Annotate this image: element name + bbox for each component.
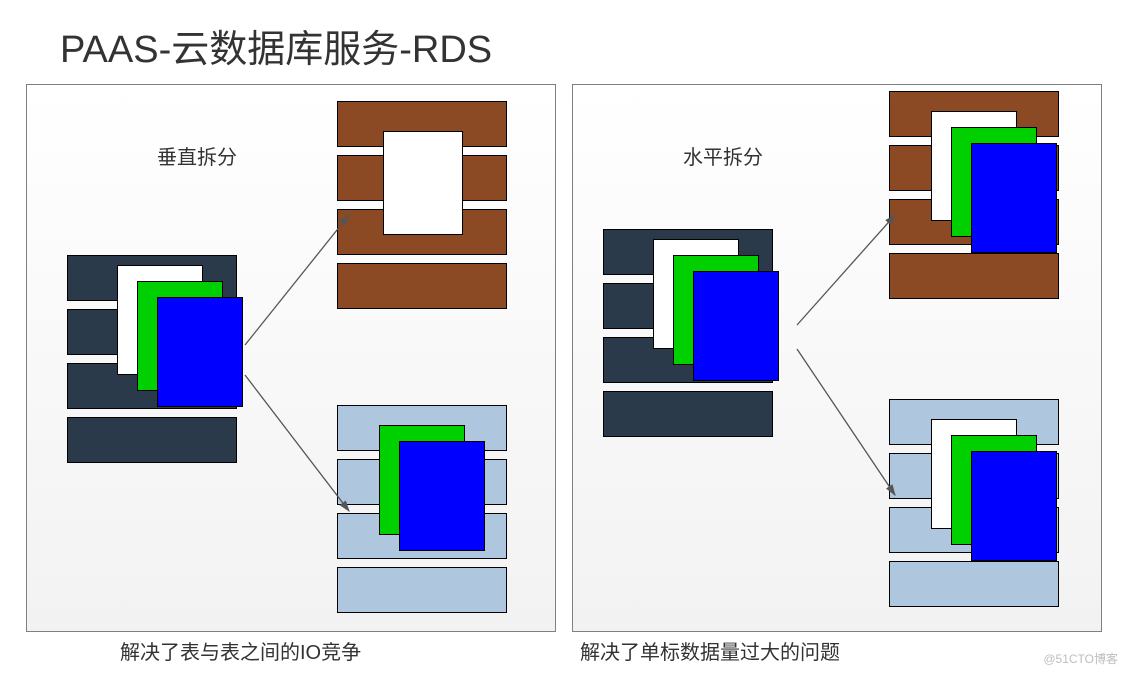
bar xyxy=(337,263,507,309)
bar xyxy=(889,561,1059,607)
horizontal-split-panel: 水平拆分 xyxy=(572,84,1102,632)
watermark: @51CTO博客 xyxy=(1043,650,1118,667)
horizontal-split-label: 水平拆分 xyxy=(683,141,763,170)
document-card xyxy=(971,143,1057,253)
document-card xyxy=(157,297,243,407)
left-brown-doc xyxy=(383,131,463,235)
arrow xyxy=(245,375,349,511)
vertical-split-caption: 解决了表与表之间的IO竞争 xyxy=(120,636,361,665)
bar xyxy=(889,253,1059,299)
arrow xyxy=(245,215,349,345)
horizontal-split-caption: 解决了单标数据量过大的问题 xyxy=(580,636,840,665)
bar xyxy=(337,567,507,613)
document-card xyxy=(971,451,1057,561)
arrow xyxy=(797,215,895,325)
document-card xyxy=(693,271,779,381)
vertical-split-panel: 垂直拆分 xyxy=(26,84,556,632)
arrow xyxy=(797,349,895,495)
bar xyxy=(603,391,773,437)
bar xyxy=(67,417,237,463)
slide-title: PAAS-云数据库服务-RDS xyxy=(60,18,492,73)
slide: PAAS-云数据库服务-RDS 垂直拆分 水平拆分 解决了表与表之间的IO竞争 … xyxy=(0,0,1124,673)
document-card xyxy=(399,441,485,551)
vertical-split-label: 垂直拆分 xyxy=(157,141,237,170)
